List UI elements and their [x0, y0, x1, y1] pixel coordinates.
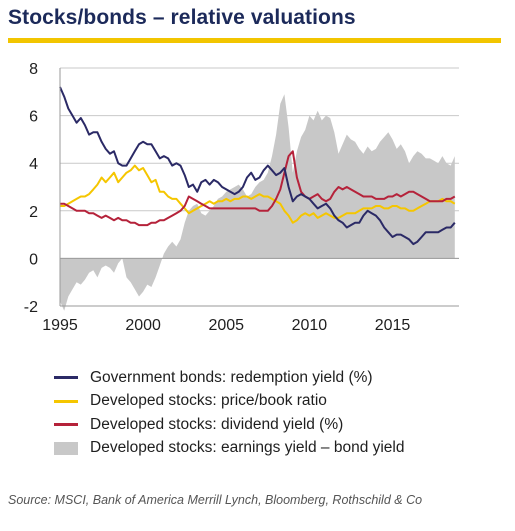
y-tick-label: -2 [24, 299, 38, 316]
y-tick-labels: 8 6 4 2 0 -2 [24, 61, 38, 316]
chart-plot: 8 6 4 2 0 -2 1995 2000 2005 2010 2015 [24, 61, 459, 334]
source-note: Source: MSCI, Bank of America Merrill Ly… [8, 493, 423, 507]
legend-swatch-price-book [54, 399, 78, 403]
legend-label-dividend: Developed stocks: dividend yield (%) [90, 415, 344, 433]
legend-label-price-book: Developed stocks: price/book ratio [90, 392, 327, 410]
legend-swatch-dividend [54, 423, 78, 427]
x-tick-labels: 1995 2000 2005 2010 2015 [42, 317, 410, 334]
y-tick-label: 2 [29, 204, 38, 221]
y-tick-label: 4 [29, 156, 38, 173]
x-tick-label: 2005 [208, 317, 244, 334]
legend-item-gov-bonds: Government bonds: redemption yield (%) [54, 366, 405, 390]
earnings-gap-area-layer [60, 94, 455, 311]
legend-item-price-book: Developed stocks: price/book ratio [54, 390, 405, 414]
axes [59, 68, 459, 307]
x-tick-label: 2000 [125, 317, 161, 334]
legend-label-earnings-gap: Developed stocks: earnings yield – bond … [90, 439, 405, 457]
y-tick-label: 0 [29, 251, 38, 268]
legend-label-gov-bonds: Government bonds: redemption yield (%) [90, 368, 373, 386]
x-tick-label: 1995 [42, 317, 78, 334]
series-line-gov-bonds [59, 86, 456, 246]
legend-swatch-earnings-gap [54, 441, 78, 455]
series-area-earnings-gap [60, 94, 455, 311]
y-tick-label: 6 [29, 109, 38, 126]
y-tick-label: 8 [29, 61, 38, 78]
title-accent-rule [8, 38, 501, 43]
legend-swatch-gov-bonds [54, 376, 78, 380]
legend: Government bonds: redemption yield (%) D… [54, 366, 405, 460]
series-line-price-book [60, 164, 456, 224]
legend-item-earnings-gap: Developed stocks: earnings yield – bond … [54, 437, 405, 461]
x-tick-label: 2010 [292, 317, 328, 334]
chart-title: Stocks/bonds – relative valuations [8, 6, 356, 29]
x-tick-label: 2015 [375, 317, 411, 334]
legend-item-dividend: Developed stocks: dividend yield (%) [54, 413, 405, 437]
series-line-dividend [60, 150, 456, 227]
series-lines [59, 86, 456, 246]
